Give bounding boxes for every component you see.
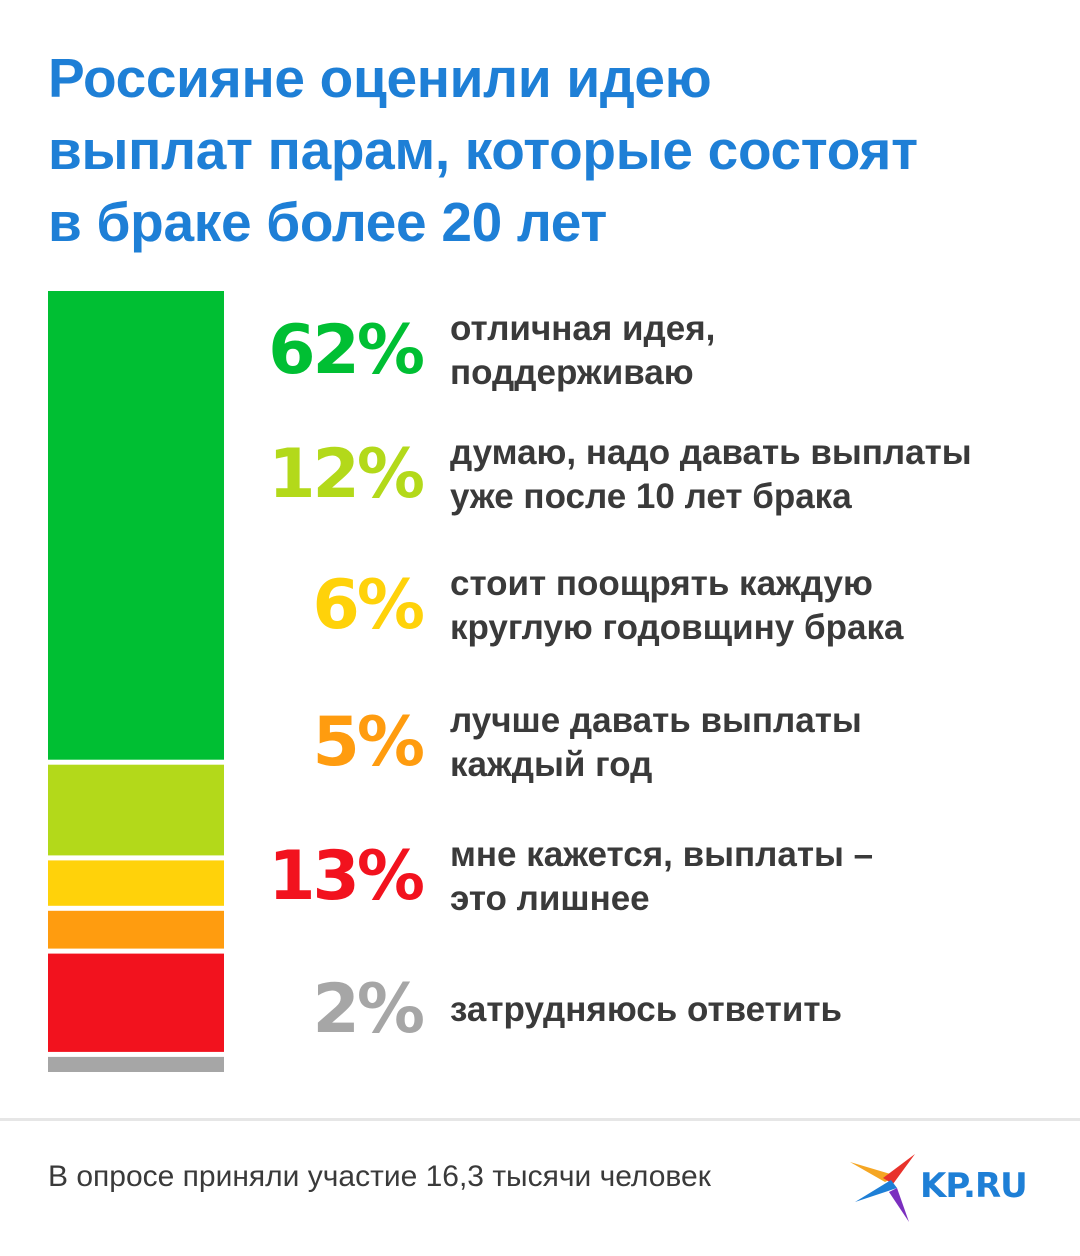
stacked-bar-chart: [48, 291, 224, 1072]
chart-row-1: 62% отличная идея, поддерживаю: [250, 296, 1060, 406]
category-label-4: лучше давать выплаты каждый год: [450, 699, 1060, 787]
category-label-5-line-2: это лишнее: [450, 879, 650, 918]
logo-tail-purple: [889, 1188, 909, 1222]
logo-text: KP.RU: [920, 1166, 1028, 1206]
kp-logo-icon[interactable]: [845, 1152, 1055, 1224]
category-label-4-line-1: лучше давать выплаты: [450, 701, 862, 740]
category-label-2-line-1: думаю, надо давать выплаты: [450, 433, 972, 472]
chart-row-5: 13% мне кажется, выплаты – это лишнее: [250, 822, 1060, 932]
title-line-3: в браке более 20 лет: [48, 191, 607, 253]
title-line-1: Россияне оценили идею: [48, 47, 712, 109]
category-label-6-line-1: затрудняюсь ответить: [450, 990, 842, 1029]
bar-segment-4: [48, 910, 224, 949]
chart-row-4: 5% лучше давать выплаты каждый год: [250, 688, 1060, 798]
survey-footnote: В опросе приняли участие 16,3 тысячи чел…: [48, 1160, 711, 1193]
category-label-3-line-1: стоит поощрять каждую: [450, 564, 873, 603]
logo-body-blue: [855, 1180, 897, 1202]
chart-row-2: 12% думаю, надо давать выплаты уже после 1…: [250, 420, 1060, 530]
bar-segment-5: [48, 953, 224, 1052]
category-label-2-line-2: уже после 10 лет брака: [450, 477, 852, 516]
logo-wing-red: [883, 1154, 915, 1184]
value-label-4: 5%: [312, 703, 425, 782]
chart-row-3: 6% стоит поощрять каждую круглую годовщину…: [250, 551, 1060, 661]
bar-segment-2: [48, 764, 224, 856]
category-label-1-line-2: поддерживаю: [450, 353, 694, 392]
category-label-1-line-1: отличная идея,: [450, 309, 716, 348]
value-label-1: 62%: [268, 311, 425, 390]
category-label-1: отличная идея, поддерживаю: [450, 307, 1060, 395]
bar-segment-1: [48, 291, 224, 760]
value-label-5: 13%: [268, 837, 425, 916]
category-label-2: думаю, надо давать выплаты уже после 10 л…: [450, 431, 1060, 519]
bar-segment-6: [48, 1056, 224, 1072]
divider: [0, 1118, 1080, 1121]
category-label-5-line-1: мне кажется, выплаты –: [450, 835, 874, 874]
value-label-6: 2%: [312, 970, 425, 1049]
category-label-4-line-2: каждый год: [450, 745, 653, 784]
category-label-5: мне кажется, выплаты – это лишнее: [450, 833, 1060, 921]
category-label-6: затрудняюсь ответить: [450, 988, 1060, 1032]
page-title: Россияне оценили идею выплат парам, кото…: [48, 42, 1058, 258]
value-label-3: 6%: [312, 566, 425, 645]
value-label-2: 12%: [268, 435, 425, 514]
category-label-3: стоит поощрять каждую круглую годовщину б…: [450, 562, 1060, 650]
title-line-2: выплат парам, которые состоят: [48, 119, 918, 181]
bar-segment-3: [48, 860, 224, 906]
category-label-3-line-2: круглую годовщину брака: [450, 608, 904, 647]
chart-row-6: 2% затрудняюсь ответить: [250, 955, 1060, 1065]
